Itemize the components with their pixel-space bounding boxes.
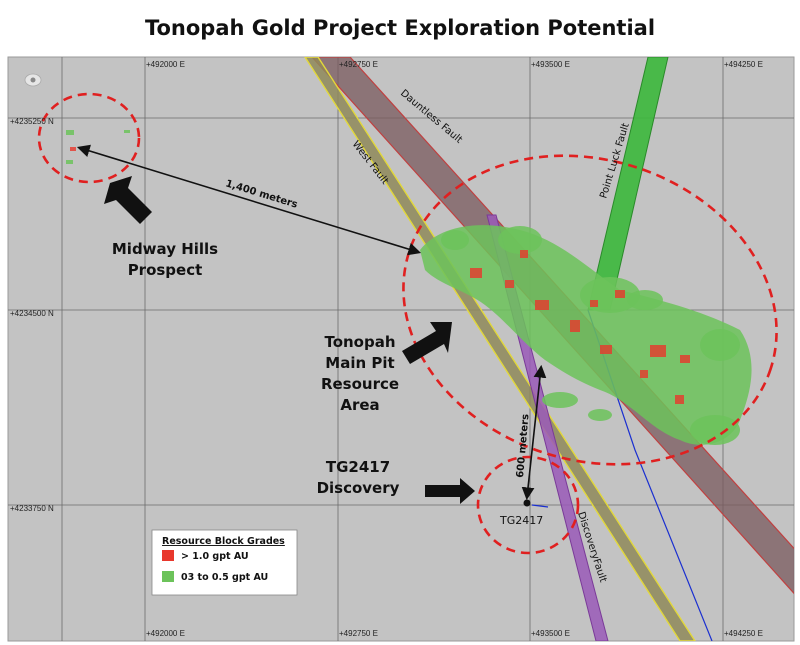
tonopah-callout-arrow: [402, 322, 452, 364]
drill-trace: [531, 504, 549, 508]
midway-callout-arrow: [104, 176, 152, 224]
tonopah-label: Main Pit: [325, 354, 394, 372]
resource-area-circle: [402, 154, 778, 466]
legend-swatch-high: [162, 550, 174, 561]
callout-arrows: [104, 176, 475, 504]
easting-label: +493500 E: [531, 629, 570, 638]
legend: Resource Block Grades > 1.0 gpt AU 03 to…: [151, 529, 298, 596]
drill-hole-marker: [523, 499, 531, 507]
legend-item-high: > 1.0 gpt AU: [181, 551, 249, 562]
northing-label: +4235250 N: [10, 117, 54, 126]
northing-label: +4233750 N: [10, 504, 54, 513]
midway-label: Prospect: [128, 261, 203, 279]
easting-label: +492750 E: [339, 60, 378, 69]
drill-hole-label: TG2417: [499, 514, 543, 527]
easting-label: +493500 E: [531, 60, 570, 69]
easting-label: +492000 E: [146, 60, 185, 69]
distance-arrow-1400: [76, 144, 422, 256]
legend-item-low: 03 to 0.5 gpt AU: [181, 572, 268, 583]
northing-label: +4234500 N: [10, 309, 54, 318]
tg2417-label: TG2417: [326, 458, 390, 476]
tonopah-label: Area: [340, 396, 379, 414]
easting-label: +494250 E: [724, 629, 763, 638]
tg2417-label: Discovery: [317, 479, 400, 497]
discovery-callout-arrow: [425, 478, 475, 504]
tonopah-label: Resource: [321, 375, 399, 393]
easting-label: +492750 E: [339, 629, 378, 638]
midway-circle: [37, 92, 141, 184]
tonopah-label: Tonopah: [324, 333, 395, 351]
easting-label: +494250 E: [724, 60, 763, 69]
map-title: Tonopah Gold Project Exploration Potenti…: [144, 16, 656, 40]
high-grade-blocks: [70, 147, 690, 404]
map-corner-icon: [24, 73, 42, 87]
distance-arrow-600: [521, 364, 547, 501]
legend-title: Resource Block Grades: [162, 536, 285, 547]
legend-swatch-low: [162, 571, 174, 582]
easting-label: +492000 E: [146, 629, 185, 638]
midway-label: Midway Hills: [112, 240, 218, 258]
